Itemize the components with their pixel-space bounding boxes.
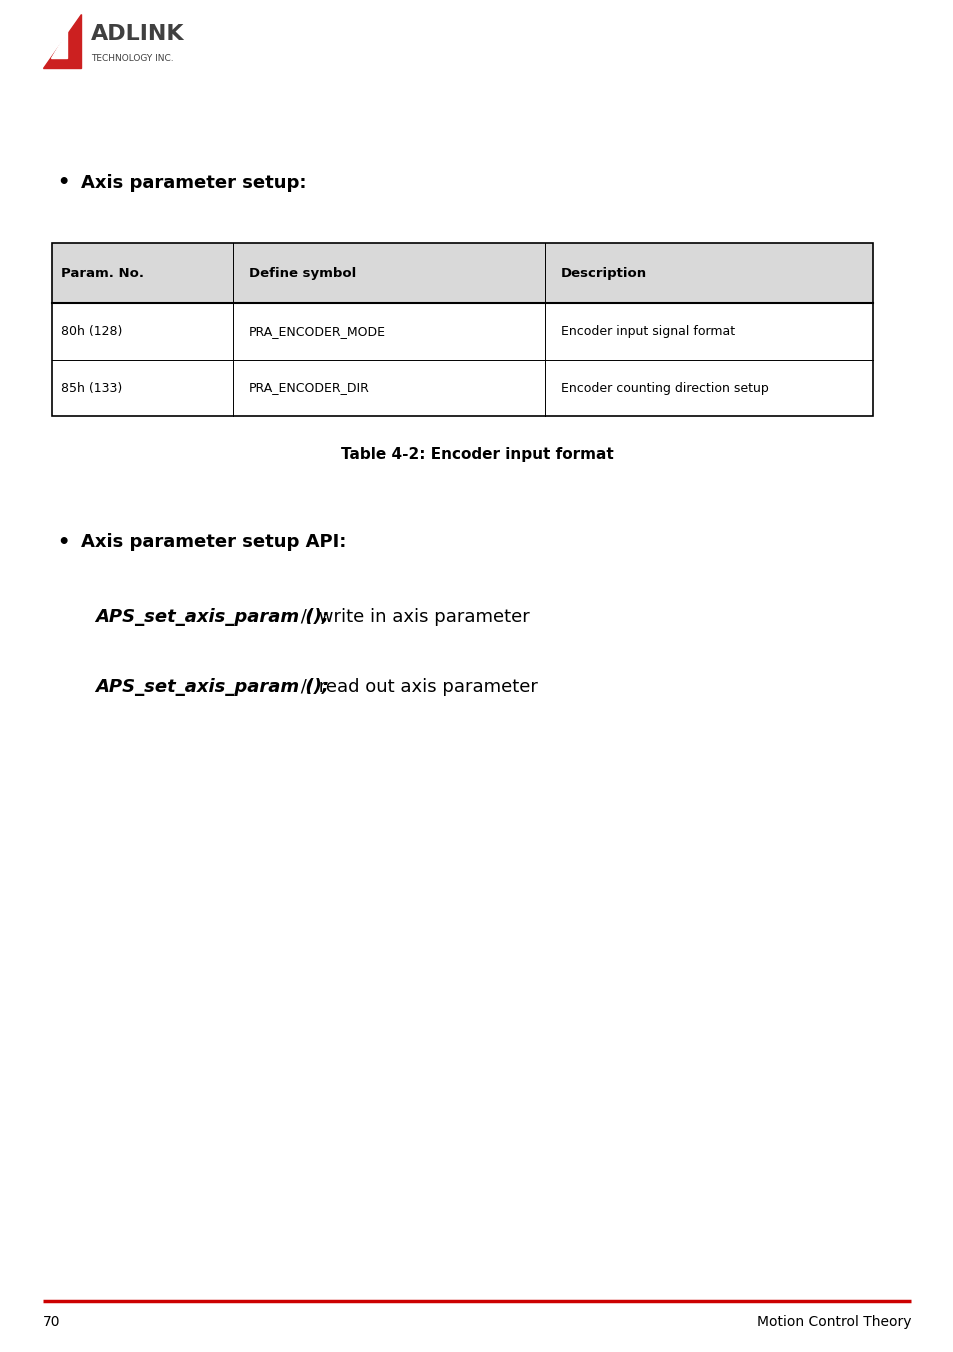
Text: Axis parameter setup API:: Axis parameter setup API:	[81, 533, 346, 552]
Bar	[52, 360, 872, 416]
Polygon shape	[43, 14, 81, 68]
Text: Define symbol: Define symbol	[249, 266, 355, 280]
Bar	[52, 303, 872, 360]
Bar	[52, 243, 872, 416]
Text: Param. No.: Param. No.	[61, 266, 144, 280]
Text: APS_set_axis_param ();: APS_set_axis_param ();	[95, 607, 329, 626]
Text: PRA_ENCODER_DIR: PRA_ENCODER_DIR	[249, 381, 369, 395]
Text: •: •	[57, 533, 70, 552]
Text: 85h (133): 85h (133)	[61, 381, 123, 395]
Text: TECHNOLOGY INC.: TECHNOLOGY INC.	[91, 54, 173, 62]
Text: •: •	[57, 173, 70, 192]
Text: Encoder input signal format: Encoder input signal format	[560, 324, 735, 338]
Text: Description: Description	[560, 266, 646, 280]
Text: Encoder counting direction setup: Encoder counting direction setup	[560, 381, 768, 395]
Text: Table 4-2: Encoder input format: Table 4-2: Encoder input format	[340, 446, 613, 462]
Text: // read out axis parameter: // read out axis parameter	[294, 677, 537, 696]
Text: Axis parameter setup:: Axis parameter setup:	[81, 173, 306, 192]
Text: Motion Control Theory: Motion Control Theory	[756, 1315, 910, 1329]
Polygon shape	[51, 31, 67, 58]
Bar	[52, 243, 872, 303]
Text: // write in axis parameter: // write in axis parameter	[294, 607, 529, 626]
Text: APS_set_axis_param ();: APS_set_axis_param ();	[95, 677, 329, 696]
Text: 70: 70	[43, 1315, 60, 1329]
Text: APS_set_axis_param (); // write in axis parameter: APS_set_axis_param (); // write in axis …	[95, 607, 540, 626]
Text: ADLINK: ADLINK	[91, 24, 184, 43]
Text: PRA_ENCODER_MODE: PRA_ENCODER_MODE	[249, 324, 385, 338]
Text: 80h (128): 80h (128)	[61, 324, 123, 338]
